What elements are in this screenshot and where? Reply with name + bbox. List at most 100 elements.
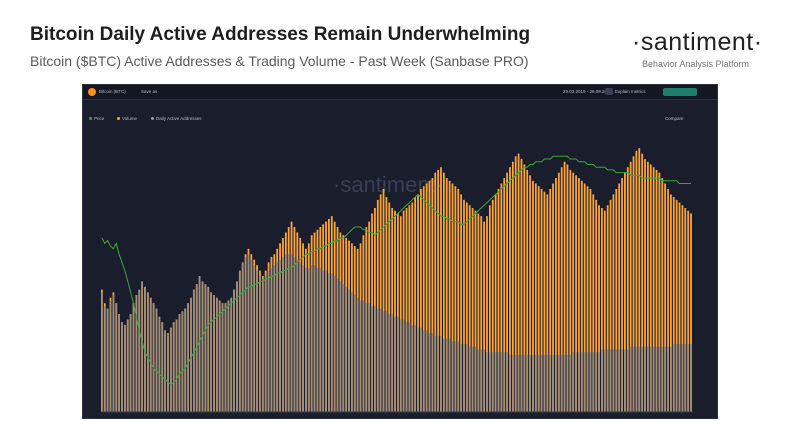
volume-bar xyxy=(517,153,520,412)
active-address-bar xyxy=(477,349,480,412)
chart-subtitle: Bitcoin ($BTC) Active Addresses & Tradin… xyxy=(30,53,529,69)
active-address-bar xyxy=(578,352,580,412)
active-address-bar xyxy=(290,254,293,412)
volume-bar xyxy=(557,172,560,412)
active-address-bar xyxy=(353,295,356,412)
active-address-bar xyxy=(103,305,106,412)
active-address-bar xyxy=(580,352,583,412)
active-address-bar xyxy=(465,344,468,412)
volume-bar xyxy=(454,186,457,412)
active-address-bar xyxy=(397,316,399,412)
volume-bar xyxy=(463,199,465,412)
chart-canvas: ·santiment· xyxy=(101,148,693,413)
volume-bar xyxy=(422,186,425,412)
active-address-bar xyxy=(572,352,575,412)
active-address-bar xyxy=(282,256,284,412)
active-address-bar xyxy=(652,346,655,412)
active-address-bar xyxy=(546,354,549,412)
volume-bar xyxy=(670,194,672,412)
volume-bar xyxy=(566,164,569,412)
active-address-bar xyxy=(339,281,342,412)
active-address-bar xyxy=(500,352,503,412)
active-address-bar xyxy=(514,354,517,412)
volume-bar xyxy=(540,188,543,412)
volume-bar xyxy=(474,210,477,412)
explain-metrics-button[interactable] xyxy=(605,88,613,95)
volume-bar xyxy=(399,216,402,412)
active-address-bar xyxy=(463,344,465,412)
save-as-menu[interactable]: Save as xyxy=(141,89,158,94)
active-address-bar xyxy=(267,270,270,412)
volume-bar xyxy=(468,205,471,412)
volume-bar xyxy=(477,213,480,412)
active-address-bar xyxy=(261,278,264,412)
active-address-bar xyxy=(592,352,595,412)
active-address-bar xyxy=(440,335,442,412)
volume-bar xyxy=(546,194,549,412)
volume-bar xyxy=(526,169,529,412)
active-address-bar xyxy=(126,319,129,412)
volume-bar xyxy=(641,153,644,412)
active-address-bar xyxy=(503,352,506,412)
active-address-bar xyxy=(198,276,201,412)
active-address-bar xyxy=(379,308,382,412)
chart-panel: Bitcoin (BTC) Save as 29.03.2019 - 28.09… xyxy=(82,84,718,419)
volume-bar xyxy=(681,205,684,412)
active-address-bar xyxy=(144,286,146,412)
metric-volume[interactable]: Volume xyxy=(122,116,138,121)
active-address-bar xyxy=(563,354,566,412)
volume-bar xyxy=(385,197,388,412)
active-address-bar xyxy=(517,354,520,412)
volume-bar xyxy=(431,178,434,412)
active-address-bar xyxy=(609,349,612,412)
active-address-bar xyxy=(601,349,603,412)
active-address-bar xyxy=(115,303,118,412)
brand-tagline: Behavior Analysis Platform xyxy=(642,59,750,69)
active-address-bar xyxy=(132,303,135,412)
metric-daily-active-addresses[interactable]: Daily Active Addresses xyxy=(156,116,202,121)
open-signals-button[interactable] xyxy=(663,88,697,96)
active-address-bar xyxy=(480,349,483,412)
active-address-bar xyxy=(483,349,485,412)
volume-bar xyxy=(419,188,422,412)
active-address-bar xyxy=(491,352,494,412)
active-address-bar xyxy=(526,354,529,412)
active-address-bar xyxy=(543,354,546,412)
active-address-bar xyxy=(325,270,327,412)
volume-bar xyxy=(563,161,566,412)
active-address-bar xyxy=(422,330,425,412)
active-address-bar xyxy=(595,352,598,412)
active-address-bar xyxy=(684,344,687,412)
active-address-bar xyxy=(138,289,141,412)
active-address-bar xyxy=(555,354,557,412)
bitcoin-icon xyxy=(88,88,96,96)
volume-bar xyxy=(428,180,431,412)
active-address-bar xyxy=(376,308,379,412)
volume-bar xyxy=(638,148,641,412)
active-address-bar xyxy=(638,346,641,412)
active-address-bar xyxy=(101,292,103,412)
volume-bar xyxy=(411,202,414,412)
active-address-bar xyxy=(135,295,138,412)
active-address-bar xyxy=(385,311,388,412)
chart-watermark: ·santiment· xyxy=(333,172,443,197)
compare-button[interactable]: Compare xyxy=(665,116,684,121)
active-address-bar xyxy=(362,300,365,412)
active-address-bar xyxy=(529,354,531,412)
metric-price[interactable]: Price xyxy=(94,116,105,121)
active-address-bar xyxy=(319,267,322,412)
active-address-bar xyxy=(589,352,592,412)
active-address-bar xyxy=(532,354,534,412)
active-address-bar xyxy=(454,341,457,412)
active-address-bar xyxy=(506,352,508,412)
date-range[interactable]: 29.03.2019 - 28.09.2021 xyxy=(563,89,613,94)
asset-label[interactable]: Bitcoin (BTC) xyxy=(99,89,126,94)
volume-bar xyxy=(569,169,572,412)
active-address-bar xyxy=(146,292,149,412)
explain-metrics-label[interactable]: Explain metrics xyxy=(615,89,646,94)
active-address-bar xyxy=(488,352,491,412)
active-address-bar xyxy=(382,311,385,412)
active-address-bar xyxy=(598,352,600,412)
active-address-bar xyxy=(230,297,233,412)
active-address-bar xyxy=(624,349,626,412)
